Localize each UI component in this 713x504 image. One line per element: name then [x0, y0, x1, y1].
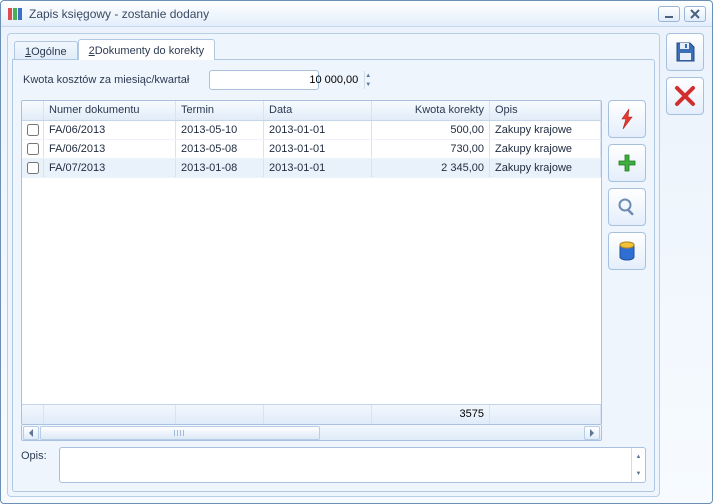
main-panel: 1 Ogólne 2 Dokumenty do korekty Kwota ko…: [7, 33, 660, 497]
tabstrip: 1 Ogólne 2 Dokumenty do korekty: [12, 38, 655, 60]
row-desc: Zakupy krajowe: [490, 159, 601, 177]
row-date: 2013-01-01: [264, 140, 372, 158]
col-term[interactable]: Termin: [176, 101, 264, 120]
row-amount: 2 345,00: [372, 159, 490, 177]
col-amount[interactable]: Kwota korekty: [372, 101, 490, 120]
row-doc: FA/06/2013: [44, 121, 176, 139]
row-term: 2013-05-10: [176, 121, 264, 139]
window-root: Zapis księgowy - zostanie dodany 1 Ogóln…: [0, 0, 713, 504]
grid-body[interactable]: FA/06/20132013-05-102013-01-01500,00Zaku…: [22, 121, 601, 404]
search-button[interactable]: [608, 188, 646, 226]
row-amount: 500,00: [372, 121, 490, 139]
quota-row: Kwota kosztów za miesiąc/kwartał ▲ ▼: [21, 68, 646, 100]
quota-value[interactable]: [210, 71, 364, 89]
window-title: Zapis księgowy - zostanie dodany: [29, 7, 654, 21]
right-toolbar: [666, 33, 706, 497]
grid-footer: 3575: [22, 404, 601, 424]
delete-button[interactable]: [666, 77, 704, 115]
tab-content: Kwota kosztów za miesiąc/kwartał ▲ ▼: [12, 59, 655, 492]
scroll-left[interactable]: [23, 426, 39, 440]
col-date[interactable]: Data: [264, 101, 372, 120]
scroll-right[interactable]: [584, 426, 600, 440]
row-term: 2013-01-08: [176, 159, 264, 177]
opis-spin-up[interactable]: ▲: [632, 448, 645, 465]
row-desc: Zakupy krajowe: [490, 121, 601, 139]
app-icon: [7, 6, 23, 22]
col-checkbox[interactable]: [22, 101, 44, 120]
grid-header: Numer dokumentu Termin Data Kwota korekt…: [22, 101, 601, 121]
row-term: 2013-05-08: [176, 140, 264, 158]
footer-total: 3575: [372, 405, 490, 424]
spin-up[interactable]: ▲: [365, 71, 371, 80]
row-checkbox[interactable]: [22, 140, 44, 158]
row-amount: 730,00: [372, 140, 490, 158]
titlebar: Zapis księgowy - zostanie dodany: [1, 1, 712, 27]
row-date: 2013-01-01: [264, 121, 372, 139]
quota-input[interactable]: ▲ ▼: [209, 70, 319, 90]
row-doc: FA/07/2013: [44, 159, 176, 177]
grid: Numer dokumentu Termin Data Kwota korekt…: [21, 100, 602, 425]
row-date: 2013-01-01: [264, 159, 372, 177]
grid-area: Numer dokumentu Termin Data Kwota korekt…: [21, 100, 602, 441]
scroll-thumb[interactable]: [40, 426, 320, 440]
table-row[interactable]: FA/06/20132013-05-102013-01-01500,00Zaku…: [22, 121, 601, 140]
quota-label: Kwota kosztów za miesiąc/kwartał: [23, 74, 189, 86]
opis-textarea[interactable]: [60, 448, 631, 482]
col-desc[interactable]: Opis: [490, 101, 601, 120]
scroll-track[interactable]: [40, 426, 583, 440]
opis-label: Opis:: [21, 447, 53, 462]
row-desc: Zakupy krajowe: [490, 140, 601, 158]
minimize-button[interactable]: [658, 6, 680, 22]
close-button[interactable]: [684, 6, 706, 22]
barrel-button[interactable]: [608, 232, 646, 270]
action-bolt[interactable]: [608, 100, 646, 138]
add-button[interactable]: [608, 144, 646, 182]
row-doc: FA/06/2013: [44, 140, 176, 158]
opis-field[interactable]: ▲ ▼: [59, 447, 646, 483]
save-button[interactable]: [666, 33, 704, 71]
spin-down[interactable]: ▼: [365, 80, 371, 89]
opis-row: Opis: ▲ ▼: [21, 447, 646, 483]
quota-spinner: ▲ ▼: [364, 71, 371, 89]
row-checkbox[interactable]: [22, 159, 44, 177]
table-row[interactable]: FA/06/20132013-05-082013-01-01730,00Zaku…: [22, 140, 601, 159]
body: 1 Ogólne 2 Dokumenty do korekty Kwota ko…: [1, 27, 712, 503]
table-row[interactable]: FA/07/20132013-01-082013-01-012 345,00Za…: [22, 159, 601, 178]
grid-toolbar: [608, 100, 646, 441]
opis-spin-down[interactable]: ▼: [632, 465, 645, 482]
opis-spinner: ▲ ▼: [631, 448, 645, 482]
h-scrollbar[interactable]: [21, 425, 602, 441]
tab-documents[interactable]: 2 Dokumenty do korekty: [78, 39, 216, 60]
grid-wrap: Numer dokumentu Termin Data Kwota korekt…: [21, 100, 646, 441]
tab-general[interactable]: 1 Ogólne: [14, 41, 78, 60]
row-checkbox[interactable]: [22, 121, 44, 139]
col-doc[interactable]: Numer dokumentu: [44, 101, 176, 120]
